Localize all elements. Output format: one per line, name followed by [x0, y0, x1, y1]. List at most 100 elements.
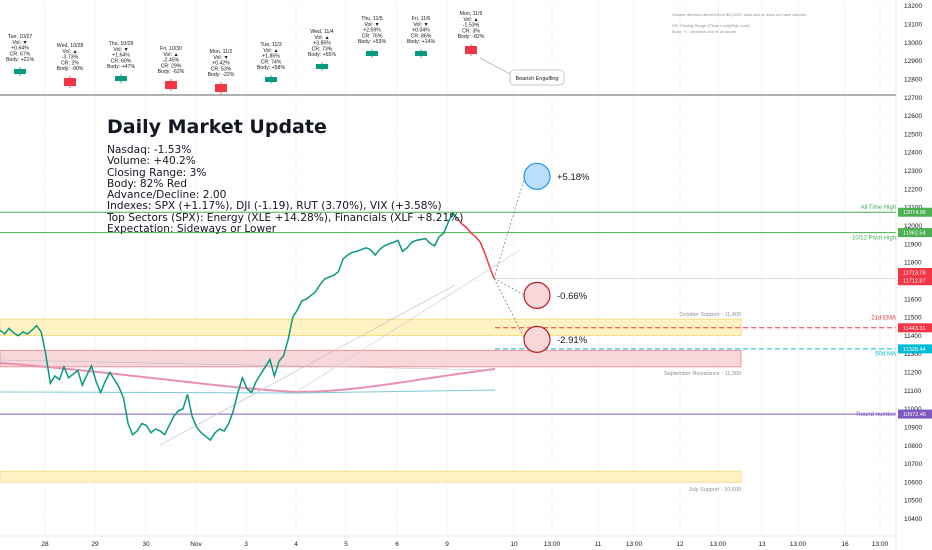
scenario-label: +5.18%: [557, 172, 590, 183]
ema50-price-tag-text: 11328.44: [903, 347, 926, 353]
ath-price-tag: [898, 207, 932, 217]
trend-line: [295, 249, 521, 393]
svg-text:Body: +/-: Direction and % of: Body: +/-: Direction and % of candle: [672, 29, 737, 34]
x-tick-label: 13:00: [710, 541, 727, 548]
summary-line: Closing Range: 3%: [107, 166, 207, 179]
daily-stat-line: Vol: ▼: [12, 40, 27, 46]
price-tags: 12074.06 11962.54 11713.78 11712.87 11443.31…: [898, 207, 932, 419]
daily-stat-line: Vol: ▲: [463, 17, 478, 23]
pattern-label: Bearish Engulfing: [515, 76, 558, 82]
y-tick-label: 12500: [904, 131, 922, 138]
daily-stat-line: CR: 53%: [211, 66, 232, 72]
y-tick-label: 10600: [904, 479, 922, 486]
round-price-tag-text: 10972.46: [903, 412, 926, 418]
scenario-label: -2.91%: [557, 335, 588, 346]
daily-stat-line: Vol: ▼: [413, 22, 428, 28]
x-tick-label: 13:00: [544, 541, 561, 548]
x-tick-label: 29: [91, 541, 99, 548]
daily-stat-line: -1.53%: [463, 23, 480, 29]
y-tick-label: 13000: [904, 40, 922, 47]
daily-stat-line: Vol: ▲: [263, 48, 278, 54]
x-tick-label: 11: [595, 541, 602, 548]
daily-stat-line: +0.04%: [412, 28, 430, 34]
scenario-path: [493, 176, 526, 279]
round-price-tag: [898, 409, 932, 419]
market-summary: Nasdaq: -1.53% Volume: +40.2% Closing Ra…: [107, 144, 464, 236]
y-tick-label: 12200: [904, 186, 922, 193]
july-support-label: July Support - 10,600: [689, 487, 741, 493]
daily-stat-line: CR: 29%: [161, 63, 182, 69]
october-support-label: October Support - 11,400: [679, 312, 741, 318]
daily-stat-line: Tue, 10/27: [8, 34, 33, 40]
daily-stat-line: Vol: ▲: [314, 35, 329, 41]
daily-stat-line: Tue, 11/3: [260, 42, 281, 48]
daily-stat-line: +1.85%: [262, 54, 280, 60]
daily-candle: [366, 51, 378, 56]
daily-stat-line: Body: -82%: [458, 34, 485, 40]
july-support-zone: [0, 470, 742, 483]
summary-line: Expectation: Sideways or Lower: [107, 223, 277, 236]
daily-stat-line: Mon, 11/9: [460, 11, 483, 17]
y-tick-label: 12700: [904, 95, 922, 102]
ath-price-tag-text: 12074.06: [903, 210, 926, 216]
y-tick-label: 12300: [904, 168, 922, 175]
october-support-zone: [0, 318, 742, 337]
ema21-price-tag: [898, 323, 932, 333]
daily-stat-line: +3.85%: [313, 41, 331, 47]
daily-stat-line: Body: -90%: [57, 66, 84, 72]
summary-line: Indexes: SPX (+1.17%), DJI (-1.19), RUT …: [107, 200, 442, 213]
daily-stat-line: +0.42%: [212, 61, 230, 67]
price-line: [456, 218, 495, 279]
y-tick-label: 11600: [904, 296, 922, 303]
september-resistance-label: September Resistance - 11,300: [664, 371, 741, 377]
y-tick-label: 11300: [904, 351, 922, 358]
legend-note: Volume direction derived from $IQ:DIFC d…: [672, 12, 808, 34]
daily-stat-line: Body: +47%: [107, 64, 136, 70]
grid-lines: [0, 0, 896, 536]
y-tick-label: 10900: [904, 424, 922, 431]
pivot-price-tag-text: 11962.54: [903, 231, 926, 237]
daily-stat-line: CR: 76%: [362, 33, 383, 39]
daily-stat-line: Body: +21%: [6, 57, 35, 63]
pivot-high-label: 10/12 Pivot High: [852, 236, 896, 242]
x-tick-label: 12: [676, 541, 684, 548]
daily-stat-line: Vol: ▼: [213, 55, 228, 61]
daily-stat-line: Mon, 11/2: [210, 49, 233, 55]
y-tick-label: 12000: [904, 223, 922, 230]
daily-stat-line: Vol: ▼: [364, 22, 379, 28]
x-tick-label: Nov: [190, 541, 202, 548]
summary-line: Nasdaq: -1.53%: [107, 144, 192, 156]
x-tick-label: 5: [344, 541, 348, 548]
daily-stat-line: Fri, 10/30: [160, 46, 182, 52]
daily-stat-line: CR: 73%: [312, 46, 333, 52]
x-tick-label: 13:00: [626, 541, 643, 548]
pivot-price-tag: [898, 228, 932, 238]
page-title: Daily Market Update: [107, 116, 327, 138]
daily-stat-line: CR: 67%: [10, 51, 31, 57]
last-price-tag-text: 11712.87: [903, 279, 926, 285]
upside-target-marker: [523, 162, 551, 190]
ema50-curve: [0, 389, 496, 394]
downside-target-marker: [523, 325, 551, 353]
y-tick-label: 11800: [904, 260, 922, 267]
summary-line: Top Sectors (SPX): Energy (XLE +14.28%),…: [107, 211, 464, 224]
daily-stat-line: Wed, 10/28: [57, 43, 84, 49]
daily-candle: [14, 69, 26, 74]
scenario-label: -0.66%: [557, 291, 588, 302]
daily-candle: [215, 84, 227, 92]
x-tick-label: 3: [244, 541, 248, 548]
downside-target-marker: [523, 281, 551, 309]
trend-line: [159, 284, 456, 446]
daily-stat-line: Body: +55%: [308, 52, 337, 58]
time-axis: 28 29 30 Nov 3 4 5 6 9 10 13:00 11 13:00 12 13:00 13 13:…: [41, 541, 888, 548]
daily-candle: [265, 77, 277, 82]
scenario-path: [493, 278, 526, 340]
last-price-tag: [898, 267, 932, 277]
svg-text:Volume direction derived from: Volume direction derived from $IQ:DIFC d…: [672, 12, 808, 17]
daily-stat-line: CR: 3%: [462, 28, 480, 34]
scenario-projections: +5.18% -0.66% -2.91%: [295, 162, 590, 393]
x-tick-label: 6: [395, 541, 399, 548]
x-tick-label: 4: [294, 541, 298, 548]
daily-candle: [64, 78, 76, 86]
